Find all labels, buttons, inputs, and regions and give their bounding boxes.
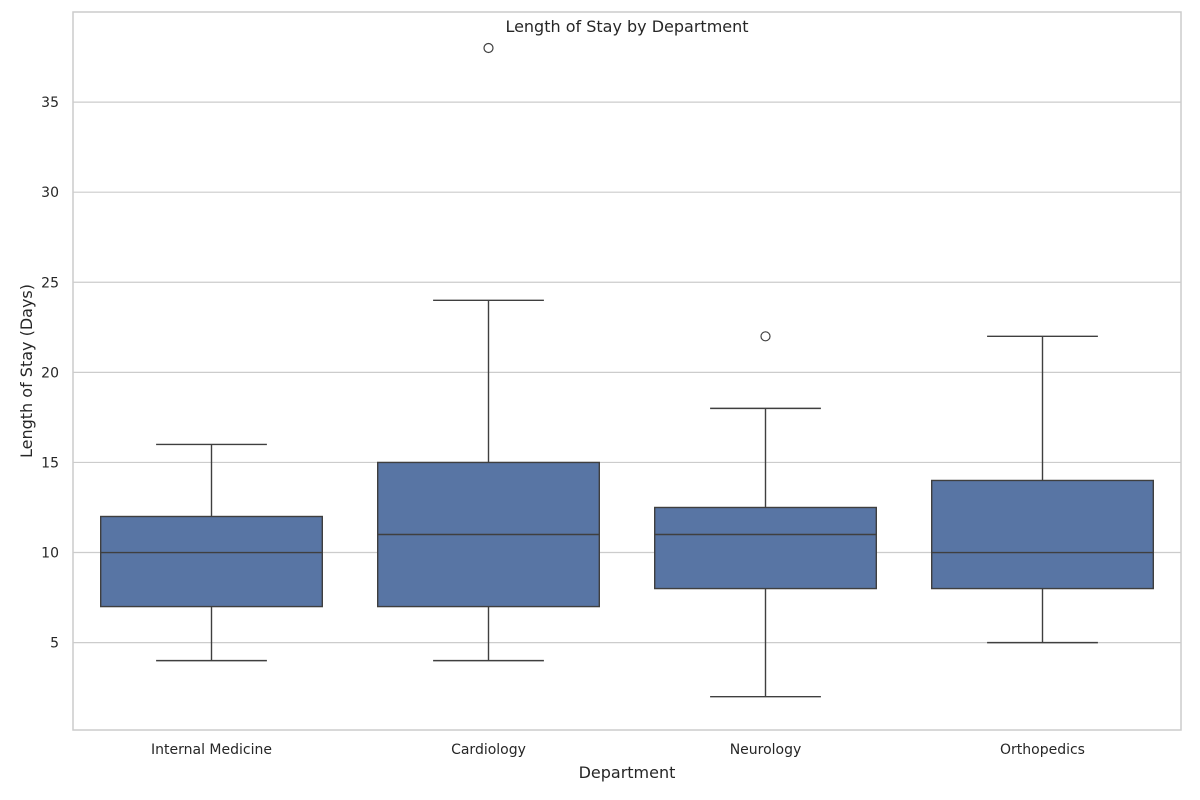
x-tick-label: Neurology [730, 742, 802, 758]
y-tick-label: 15 [41, 455, 59, 471]
y-tick-label: 35 [41, 95, 59, 111]
y-tick-labels: 5 10 15 20 25 30 35 [41, 95, 59, 652]
y-tick-label: 30 [41, 185, 59, 201]
y-tick-label: 5 [50, 636, 59, 652]
chart-title: Length of Stay by Department [505, 17, 748, 36]
iqr-box [654, 506, 878, 590]
y-tick-label: 20 [41, 365, 59, 381]
box-group [377, 42, 601, 662]
plot-frame [72, 11, 1182, 731]
box-group [654, 331, 878, 698]
outlier-point [760, 331, 771, 342]
outlier-point [483, 42, 494, 54]
x-tick-label: Orthopedics [1000, 742, 1085, 758]
y-tick-label: 10 [41, 546, 59, 562]
y-axis-label: Length of Stay (Days) [17, 284, 36, 458]
iqr-box [931, 479, 1155, 590]
x-tick-labels: Internal Medicine Cardiology Neurology Orth… [151, 742, 1085, 758]
y-tick-label: 25 [41, 275, 59, 291]
iqr-box [99, 515, 324, 608]
box-group [931, 335, 1155, 644]
x-tick-label: Cardiology [451, 742, 526, 758]
box-group [99, 443, 324, 662]
box-layer [99, 42, 1155, 698]
x-axis-label: Department [579, 763, 676, 782]
x-tick-label: Internal Medicine [151, 742, 272, 758]
